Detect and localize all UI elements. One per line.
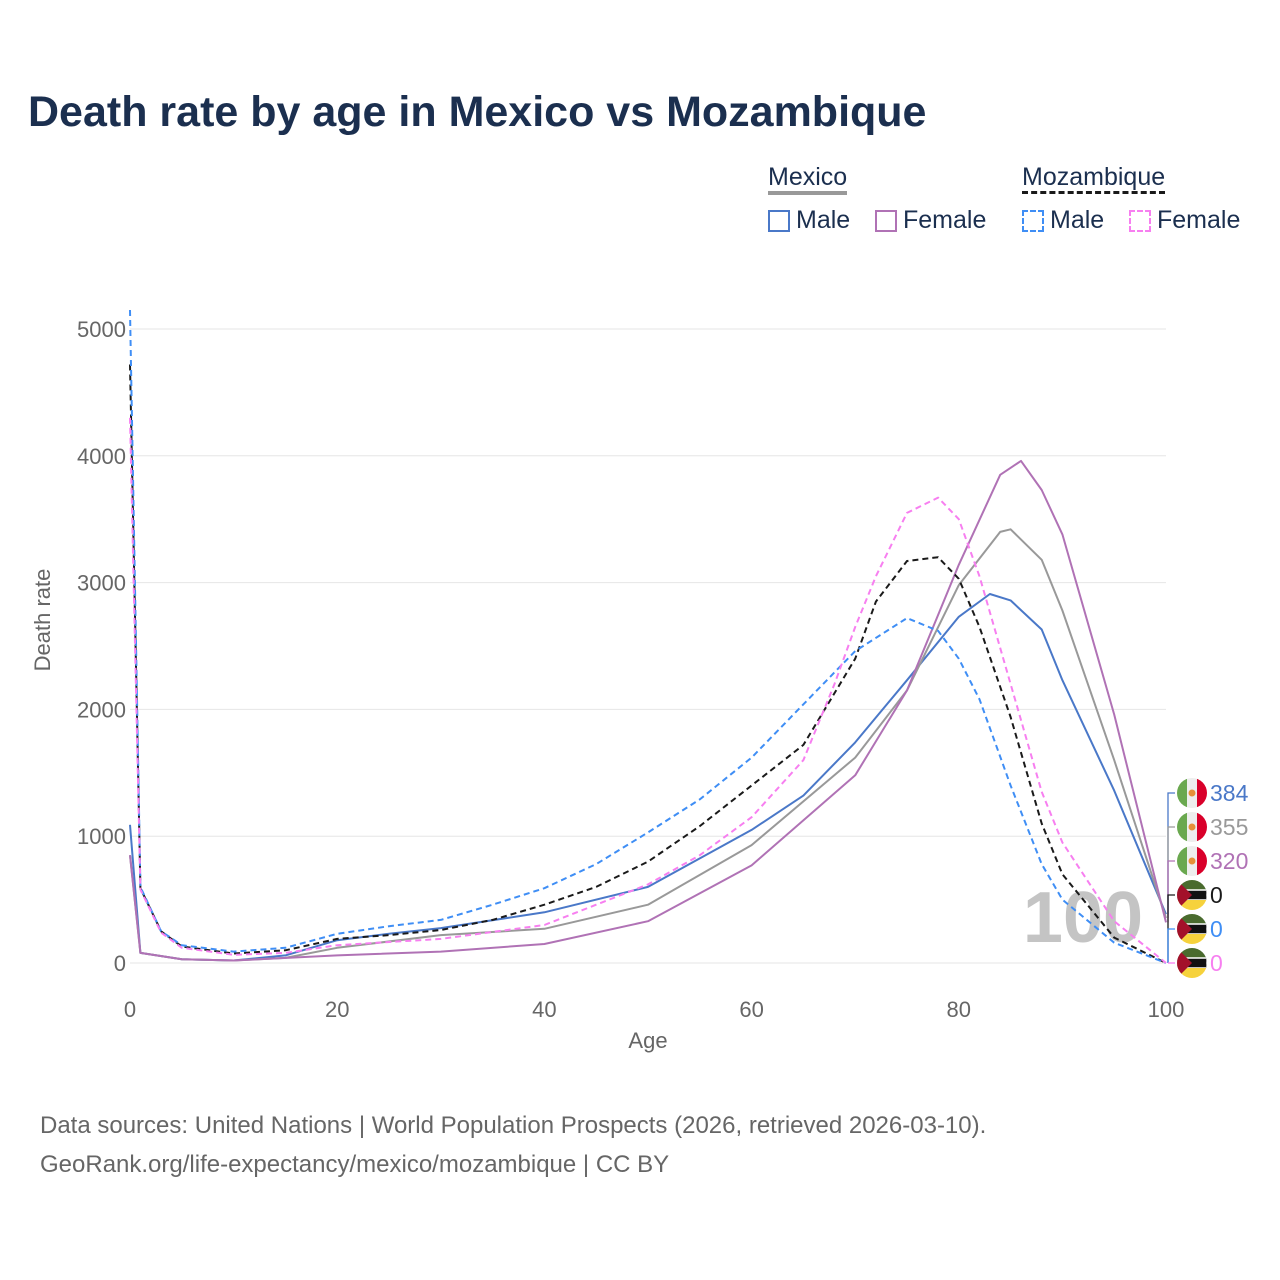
x-axis-label: Age <box>628 1028 667 1053</box>
x-tick-label: 60 <box>739 997 763 1022</box>
x-tick-label: 100 <box>1148 997 1185 1022</box>
legend-label: Female <box>1157 206 1241 234</box>
source-line: Data sources: United Nations | World Pop… <box>40 1112 987 1139</box>
legend-swatch <box>768 210 790 232</box>
mexico-flag-icon <box>1177 778 1207 808</box>
legend-swatch <box>875 210 897 232</box>
legend-group-mexico: Mexico <box>768 163 848 195</box>
end-value-label: 355 <box>1210 814 1248 840</box>
mozambique-flag-icon <box>1177 914 1207 944</box>
series-line-mozambique-male[interactable] <box>129 309 1167 964</box>
mozambique-flag-icon <box>1177 880 1207 910</box>
end-label-connector <box>1167 826 1175 918</box>
legend-group-mozambique: Mozambique <box>1022 163 1166 194</box>
legend-mozambique-female[interactable]: Female <box>1129 206 1240 235</box>
y-axis-label: Death rate <box>30 569 55 672</box>
x-tick-label: 40 <box>532 997 556 1022</box>
legend-swatch <box>1129 210 1151 232</box>
end-value-label: 0 <box>1210 882 1223 908</box>
mexico-flag-icon <box>1177 846 1207 876</box>
legend-mexico-female[interactable]: Female <box>875 206 986 235</box>
end-label-connector <box>1167 860 1175 923</box>
y-tick-label: 0 <box>114 951 126 976</box>
chart-title: Death rate by age in Mexico vs Mozambiqu… <box>28 88 927 136</box>
end-value-label: 0 <box>1210 950 1223 976</box>
x-tick-label: 0 <box>124 997 136 1022</box>
y-tick-label: 3000 <box>77 571 126 596</box>
legend-label: Male <box>796 206 851 234</box>
source-note: Data sources: United Nations | World Pop… <box>40 1106 986 1184</box>
y-tick-label: 5000 <box>77 317 126 342</box>
y-tick-label: 2000 <box>77 697 126 722</box>
series-line-mexico-female[interactable] <box>129 459 1167 962</box>
end-value-label: 384 <box>1210 780 1249 806</box>
series-line-mexico-total[interactable] <box>129 528 1167 962</box>
series-line-mozambique-total[interactable] <box>129 364 1167 964</box>
source-link[interactable]: GeoRank.org/life-expectancy/mexico/mozam… <box>40 1151 670 1178</box>
mozambique-flag-icon <box>1177 948 1207 978</box>
x-tick-label: 20 <box>325 997 349 1022</box>
series-line-mozambique-female[interactable] <box>129 417 1167 964</box>
y-tick-label: 1000 <box>77 824 126 849</box>
watermark-age: 100 <box>1023 878 1143 958</box>
legend-swatch <box>1022 210 1044 232</box>
end-value-label: 0 <box>1210 916 1223 942</box>
end-value-label: 320 <box>1210 848 1248 874</box>
x-tick-label: 80 <box>947 997 971 1022</box>
legend-label: Female <box>903 206 987 234</box>
legend-mozambique-male[interactable]: Male <box>1022 206 1104 235</box>
legend-label: Male <box>1050 206 1105 234</box>
legend-mexico-male[interactable]: Male <box>768 206 850 235</box>
end-label-connector <box>1167 928 1175 963</box>
mexico-flag-icon <box>1177 812 1207 842</box>
y-tick-label: 4000 <box>77 444 126 469</box>
end-label-connector <box>1167 792 1175 915</box>
